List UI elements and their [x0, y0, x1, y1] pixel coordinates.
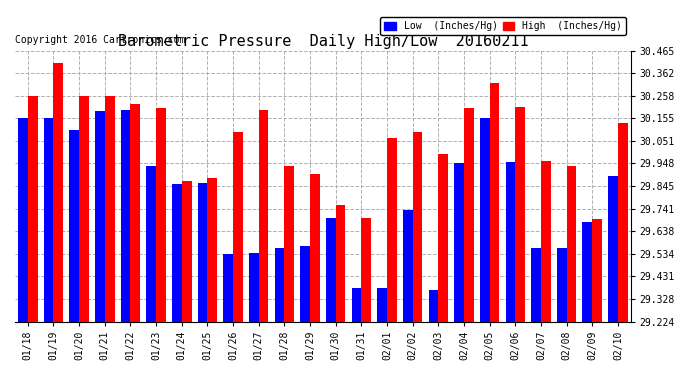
Bar	[362, 217, 371, 322]
Bar	[618, 123, 628, 322]
Bar	[336, 205, 346, 322]
Bar	[249, 253, 259, 322]
Bar	[541, 161, 551, 322]
Bar	[43, 118, 54, 322]
Bar	[233, 132, 243, 322]
Bar	[172, 184, 181, 322]
Bar	[181, 180, 192, 322]
Bar	[480, 118, 490, 322]
Bar	[121, 110, 130, 322]
Title: Barometric Pressure  Daily High/Low  20160211: Barometric Pressure Daily High/Low 20160…	[117, 34, 528, 50]
Bar	[582, 222, 592, 322]
Bar	[403, 210, 413, 322]
Bar	[326, 217, 336, 322]
Bar	[146, 166, 156, 322]
Bar	[566, 166, 576, 322]
Bar	[592, 219, 602, 322]
Bar	[557, 248, 566, 322]
Bar	[18, 118, 28, 322]
Bar	[506, 162, 515, 322]
Bar	[454, 163, 464, 322]
Bar	[275, 248, 284, 322]
Bar	[608, 176, 618, 322]
Bar	[310, 174, 319, 322]
Bar	[156, 108, 166, 322]
Bar	[377, 288, 387, 322]
Bar	[208, 178, 217, 322]
Legend: Low  (Inches/Hg), High  (Inches/Hg): Low (Inches/Hg), High (Inches/Hg)	[380, 18, 626, 35]
Bar	[464, 108, 474, 322]
Bar	[224, 254, 233, 322]
Bar	[515, 107, 525, 322]
Bar	[70, 130, 79, 322]
Bar	[413, 132, 422, 322]
Bar	[428, 290, 438, 322]
Bar	[531, 248, 541, 322]
Bar	[105, 96, 115, 322]
Text: Copyright 2016 Cartronics.com: Copyright 2016 Cartronics.com	[15, 35, 186, 45]
Bar	[438, 154, 448, 322]
Bar	[387, 138, 397, 322]
Bar	[130, 104, 140, 322]
Bar	[284, 166, 294, 322]
Bar	[54, 63, 63, 322]
Bar	[197, 183, 208, 322]
Bar	[300, 246, 310, 322]
Bar	[352, 288, 362, 322]
Bar	[28, 96, 37, 322]
Bar	[95, 111, 105, 322]
Bar	[490, 82, 500, 322]
Bar	[259, 110, 268, 322]
Bar	[79, 96, 89, 322]
